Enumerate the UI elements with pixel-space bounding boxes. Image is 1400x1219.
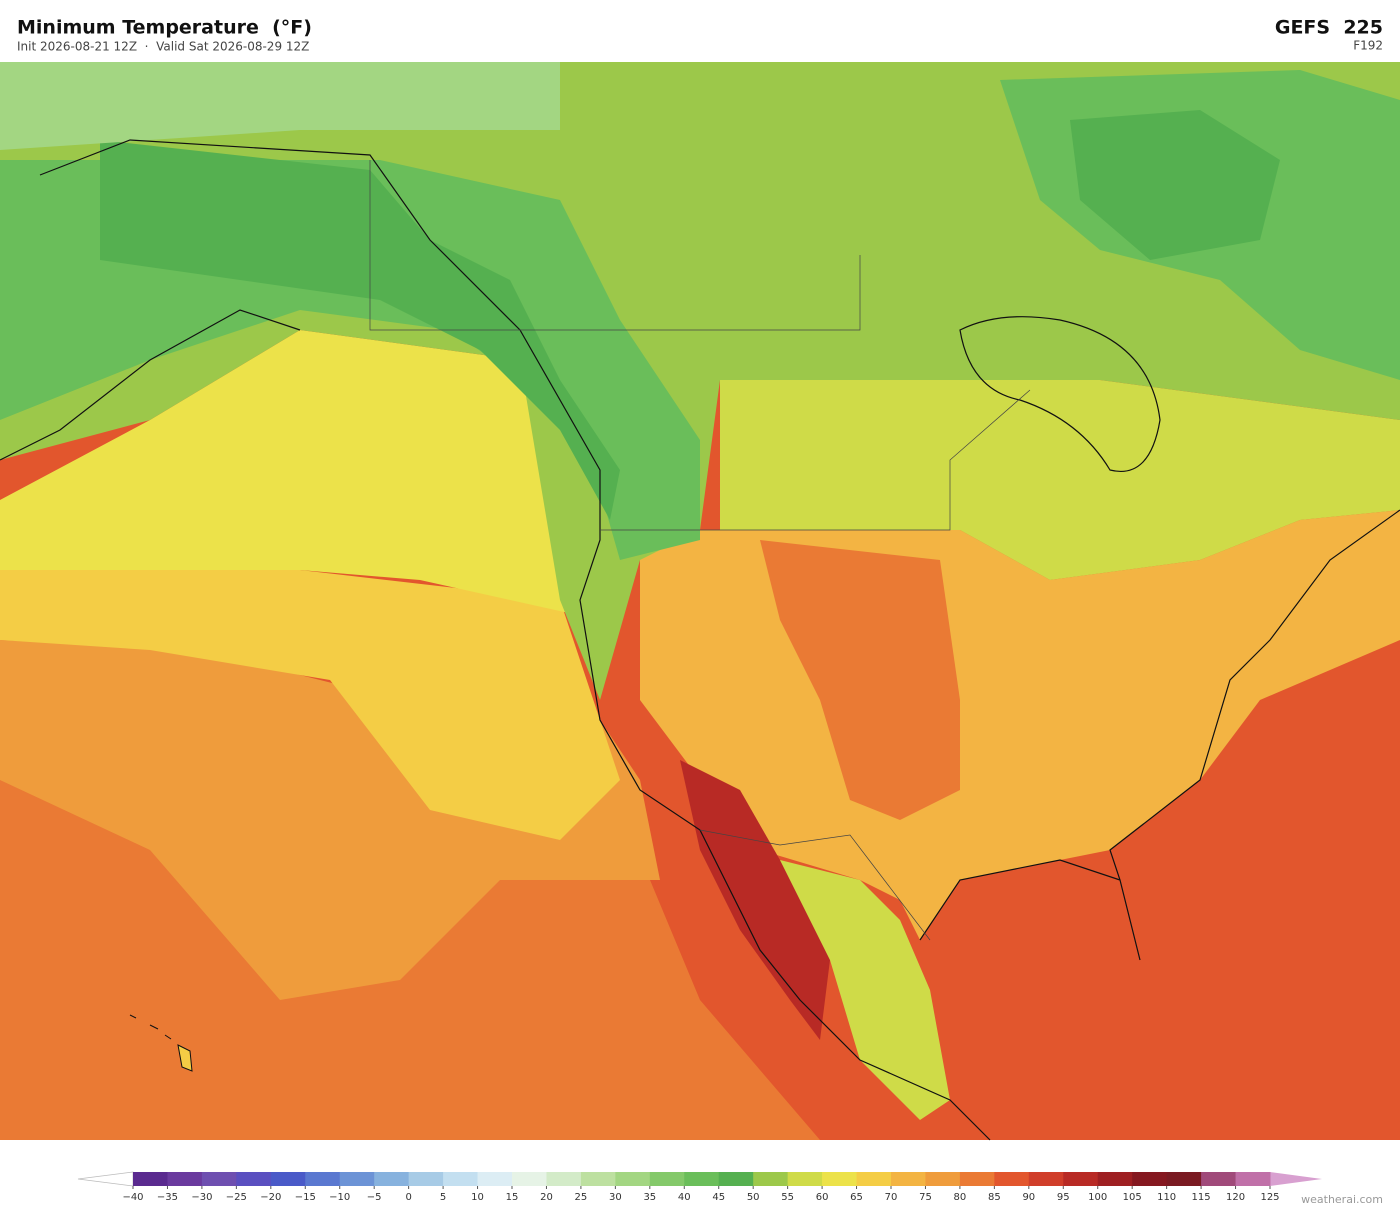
colorbar-tick-label: 5: [440, 1192, 446, 1203]
map-region: [100, 140, 620, 520]
colorbar-bin: [236, 1172, 272, 1186]
map-region: [0, 330, 600, 620]
colorbar-bin: [408, 1172, 444, 1186]
colorbar-tick-label: 35: [643, 1192, 656, 1203]
colorbar-tick-label: 80: [954, 1192, 967, 1203]
colorbar-tick-label: 90: [1022, 1192, 1035, 1203]
colorbar-bin: [167, 1172, 203, 1186]
coastline: [959, 316, 1161, 472]
colorbar-tick-label: −5: [367, 1192, 382, 1203]
border: [369, 160, 1031, 941]
colorbar-bin: [374, 1172, 410, 1186]
colorbar-tick-label: 0: [405, 1192, 411, 1203]
colorbar-bin: [339, 1172, 375, 1186]
colorbar-tick-label: 25: [575, 1192, 588, 1203]
colorbar: −40 −35 −30 −25 −20 −15 −10 −5 0 5 10 15 20 25 30 35 40 4…: [77, 1171, 1322, 1203]
colorbar-tick-label: 115: [1192, 1192, 1211, 1203]
colorbar-bin: [1166, 1172, 1202, 1186]
colorbar-bin: [1063, 1172, 1099, 1186]
colorbar-tick-label: −20: [260, 1192, 281, 1203]
colorbar-tick-label: 65: [850, 1192, 863, 1203]
colorbar-bin: [443, 1172, 479, 1186]
colorbar-tick-label: 40: [678, 1192, 691, 1203]
colorbar-tick-label: 125: [1260, 1192, 1279, 1203]
colorbar-tick-label: −10: [329, 1192, 350, 1203]
map: [0, 62, 1400, 1141]
colorbar-tick-label: 30: [609, 1192, 622, 1203]
colorbar-tick-label: 85: [988, 1192, 1001, 1203]
colorbar-bin: [959, 1172, 995, 1186]
colorbar-bin: [305, 1172, 341, 1186]
colorbar-bin: [891, 1172, 926, 1186]
colorbar-tick-label: −35: [157, 1192, 178, 1203]
map-region: [1070, 110, 1280, 260]
colorbar-bin: [649, 1172, 685, 1186]
colorbar-tick-label: −25: [226, 1192, 247, 1203]
colorbar-tick-label: 20: [540, 1192, 553, 1203]
island: [129, 1014, 193, 1072]
colorbar-bin: [856, 1172, 892, 1186]
map-region: [0, 62, 560, 150]
colorbar-tick-label: 105: [1123, 1192, 1142, 1203]
map-region: [780, 860, 950, 1120]
colorbar-tick-label: 60: [816, 1192, 829, 1203]
colorbar-bin: [925, 1172, 961, 1186]
subtitle: Init 2026-08-21 12Z · Valid Sat 2026-08-…: [17, 40, 309, 54]
colorbar-bin: [787, 1172, 823, 1186]
colorbar-bin: [133, 1172, 168, 1186]
model: GEFS 225: [1275, 17, 1383, 39]
colorbar-bin: [546, 1172, 582, 1186]
colorbar-bin: [512, 1172, 547, 1186]
title: Minimum Temperature (°F): [17, 17, 312, 39]
colorbar-bin: [1132, 1172, 1168, 1186]
watermark: weatherai.com: [1301, 1193, 1383, 1206]
forecast-hour: F192: [1353, 39, 1383, 53]
colorbar-tick-label: 50: [747, 1192, 760, 1203]
colorbar-tick-label: −40: [122, 1192, 143, 1203]
colorbar-tick-label: 75: [919, 1192, 932, 1203]
colorbar-bin: [270, 1172, 306, 1186]
map-region: [0, 570, 620, 840]
colorbar-tick-label: 120: [1226, 1192, 1245, 1203]
colorbar-bin: [1235, 1172, 1271, 1186]
colorbar-bin: [684, 1172, 720, 1186]
colorbar-tick-label: 45: [712, 1192, 725, 1203]
colorbar-tick-label: 110: [1157, 1192, 1176, 1203]
colorbar-tick-label: −30: [191, 1192, 212, 1203]
colorbar-bin: [580, 1172, 616, 1186]
colorbar-tick-label: 95: [1057, 1192, 1070, 1203]
colorbar-bin: [1028, 1172, 1064, 1186]
colorbar-over: [1270, 1172, 1322, 1186]
colorbar-bin: [753, 1172, 789, 1186]
colorbar-bin: [615, 1172, 651, 1186]
colorbar-tick-label: 55: [781, 1192, 794, 1203]
colorbar-bin: [477, 1172, 513, 1186]
colorbar-under: [77, 1171, 134, 1187]
map-region: [760, 540, 960, 820]
colorbar-tick-label: −15: [295, 1192, 316, 1203]
colorbar-tick-label: 70: [885, 1192, 898, 1203]
colorbar-bin: [718, 1172, 754, 1186]
colorbar-bin: [994, 1172, 1030, 1186]
colorbar-bin: [1097, 1172, 1133, 1186]
colorbar-tick-label: 10: [471, 1192, 484, 1203]
colorbar-bin: [822, 1172, 858, 1186]
colorbar-tick-label: 15: [506, 1192, 519, 1203]
coastline: [0, 139, 1400, 1141]
colorbar-bin: [1201, 1172, 1237, 1186]
colorbar-tick-label: 100: [1088, 1192, 1107, 1203]
map-region: [680, 760, 830, 1040]
colorbar-bin: [201, 1172, 237, 1186]
